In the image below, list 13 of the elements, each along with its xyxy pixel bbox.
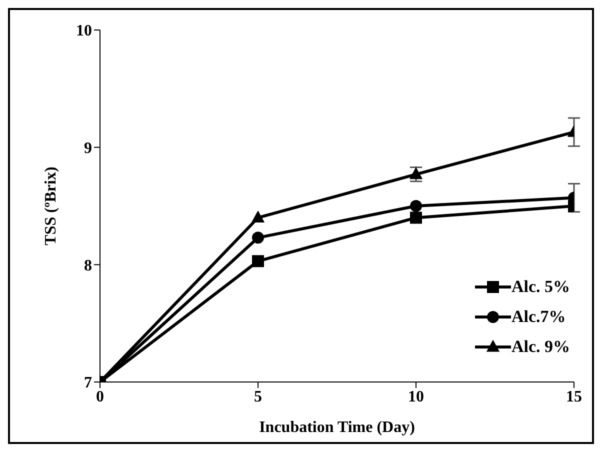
x-axis-title: Incubation Time (Day)	[259, 419, 415, 436]
x-tick-label: 5	[254, 388, 262, 406]
x-tick-label: 15	[566, 388, 582, 406]
legend-label: Alc. 9%	[511, 337, 570, 357]
y-axis-title: TSS (ºBrix)	[42, 166, 60, 246]
y-tick-label: 10	[76, 22, 92, 40]
legend-label: Alc. 5%	[511, 277, 570, 297]
legend-label: Alc.7%	[511, 307, 566, 327]
y-tick-label: 7	[84, 374, 92, 392]
y-tick-label: 9	[84, 140, 92, 158]
y-tick-label: 8	[84, 257, 92, 274]
x-tick-label: 10	[408, 388, 424, 406]
x-tick-label: 0	[96, 388, 104, 406]
